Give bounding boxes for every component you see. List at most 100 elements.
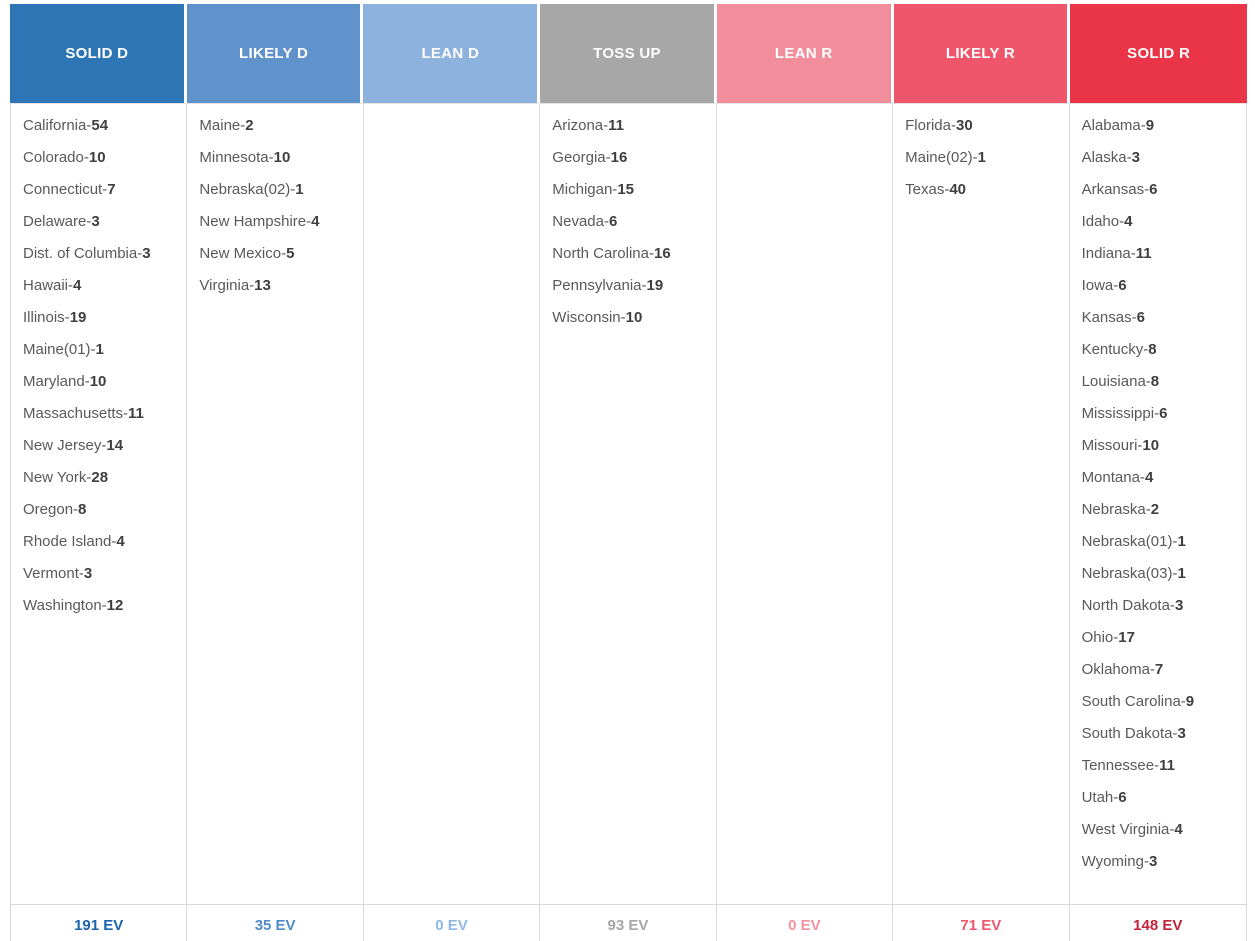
state-ev: 17: [1118, 629, 1135, 646]
state-item: Maryland-10: [23, 366, 186, 398]
state-ev: 10: [1142, 437, 1160, 454]
state-name: New Jersey-: [23, 437, 107, 454]
column-header-label-toss-up: TOSS UP: [540, 4, 714, 103]
state-ev: 1: [295, 181, 304, 198]
state-item: Nevada-6: [552, 206, 715, 238]
state-item: Missouri-10: [1082, 430, 1246, 462]
state-name: Kansas-: [1081, 309, 1137, 326]
column-states-likely-r: Florida-30 Maine(02)-1 Texas-40: [893, 104, 1070, 904]
state-item: Hawaii-4: [23, 270, 186, 302]
state-item: Mississippi-6: [1082, 398, 1246, 430]
state-ev: 8: [1148, 341, 1157, 358]
state-name: Oklahoma-: [1081, 661, 1155, 678]
state-name: Nebraska(02)-: [199, 181, 296, 198]
state-name: Rhode Island-: [23, 533, 117, 550]
state-item: Kentucky-8: [1082, 334, 1246, 366]
column-header-likely-d: LIKELY D: [186, 4, 364, 103]
column-states-likely-d: Maine-2 Minnesota-10 Nebraska(02)-1 New Ham…: [187, 104, 364, 904]
state-name: Virginia-: [199, 277, 255, 294]
state-name: Massachusetts-: [23, 405, 129, 422]
state-ev: 1: [95, 341, 104, 358]
state-name: South Carolina-: [1081, 693, 1186, 710]
state-name: North Dakota-: [1081, 597, 1175, 614]
state-name: Mississippi-: [1081, 405, 1160, 422]
state-ev: 3: [1174, 597, 1184, 614]
column-total-solid-r: 148 EV: [1133, 917, 1183, 934]
state-item: Virginia-13: [199, 270, 362, 302]
state-ev: 3: [1131, 149, 1140, 166]
state-ev: 3: [91, 213, 100, 230]
state-ev: 6: [1159, 405, 1168, 422]
state-item: Tennessee-11: [1082, 750, 1246, 782]
state-name: South Dakota-: [1081, 725, 1178, 742]
state-ev: 4: [1124, 213, 1133, 230]
state-ev: 4: [1174, 821, 1183, 838]
state-name: Minnesota-: [199, 149, 274, 166]
state-item: Wyoming-3: [1082, 846, 1246, 878]
state-name: Colorado-: [23, 149, 89, 166]
state-name: Connecticut-: [23, 181, 108, 198]
state-ev: 1: [1177, 533, 1186, 550]
state-name: Alaska-: [1081, 149, 1132, 166]
state-ev: 4: [311, 213, 320, 230]
states-row: California-54 Colorado-10 Connecticut-7 Del…: [10, 103, 1247, 905]
state-name: Maine-: [199, 117, 246, 134]
state-item: Connecticut-7: [23, 174, 186, 206]
state-ev: 16: [654, 245, 671, 262]
state-name: Ohio-: [1081, 629, 1119, 646]
state-ev: 9: [1145, 117, 1155, 134]
column-states-toss-up: Arizona-11 Georgia-16 Michigan-15 Nevada-6 N…: [540, 104, 717, 904]
column-states-lean-d: [364, 104, 541, 904]
state-ev: 16: [610, 149, 628, 166]
state-item: Florida-30: [905, 110, 1068, 142]
column-header-label-likely-r: LIKELY R: [893, 4, 1068, 103]
state-name: Tennessee-: [1081, 757, 1160, 774]
state-name: Alabama-: [1081, 117, 1146, 134]
state-ev: 11: [1135, 245, 1152, 262]
state-name: Iowa-: [1081, 277, 1119, 294]
column-header-lean-d: LEAN D: [363, 4, 541, 103]
state-item: Colorado-10: [23, 142, 186, 174]
state-item: Oregon-8: [23, 494, 186, 526]
state-name: Texas-: [905, 181, 950, 198]
state-name: Florida-: [905, 117, 956, 134]
state-item: Nebraska(01)-1: [1082, 526, 1246, 558]
state-ev: 19: [69, 309, 87, 326]
state-ev: 6: [1136, 309, 1145, 326]
state-ev: 3: [83, 565, 93, 582]
column-header-label-lean-d: LEAN D: [363, 4, 538, 103]
state-name: Kentucky-: [1081, 341, 1149, 358]
state-name: Hawaii-: [23, 277, 74, 294]
state-name: New Mexico-: [199, 245, 287, 262]
state-name: New York-: [23, 469, 92, 486]
column-total-likely-d: 35 EV: [187, 905, 364, 941]
state-item: Arizona-11: [552, 110, 715, 142]
state-name: Vermont-: [23, 565, 84, 582]
column-total-lean-r: 0 EV: [717, 905, 894, 941]
state-item: New Jersey-14: [23, 430, 186, 462]
state-ev: 14: [106, 437, 124, 454]
state-name: Arkansas-: [1081, 181, 1150, 198]
state-ev: 13: [254, 277, 271, 294]
state-ev: 8: [1150, 373, 1160, 390]
state-ev: 10: [89, 373, 107, 390]
state-ev: 1: [977, 149, 987, 166]
column-header-label-solid-r: SOLID R: [1070, 4, 1247, 103]
column-header-label-lean-r: LEAN R: [716, 4, 891, 103]
state-ev: 4: [1144, 469, 1154, 486]
column-header-solid-r: SOLID R: [1070, 4, 1247, 103]
state-item: Wisconsin-10: [552, 302, 715, 334]
state-item: South Carolina-9: [1082, 686, 1246, 718]
state-name: Washington-: [23, 597, 107, 614]
state-item: Iowa-6: [1082, 270, 1246, 302]
state-name: Montana-: [1081, 469, 1145, 486]
state-ev: 7: [1154, 661, 1164, 678]
state-ev: 8: [78, 501, 87, 518]
state-item: Maine(01)-1: [23, 334, 186, 366]
state-item: Kansas-6: [1082, 302, 1246, 334]
ev-categories-table: SOLID D LIKELY D LEAN D TOSS UP LEAN R LIKELY…: [10, 4, 1247, 941]
state-name: Illinois-: [23, 309, 70, 326]
state-name: New Hampshire-: [199, 213, 312, 230]
state-ev: 9: [1185, 693, 1195, 710]
state-ev: 6: [608, 213, 618, 230]
